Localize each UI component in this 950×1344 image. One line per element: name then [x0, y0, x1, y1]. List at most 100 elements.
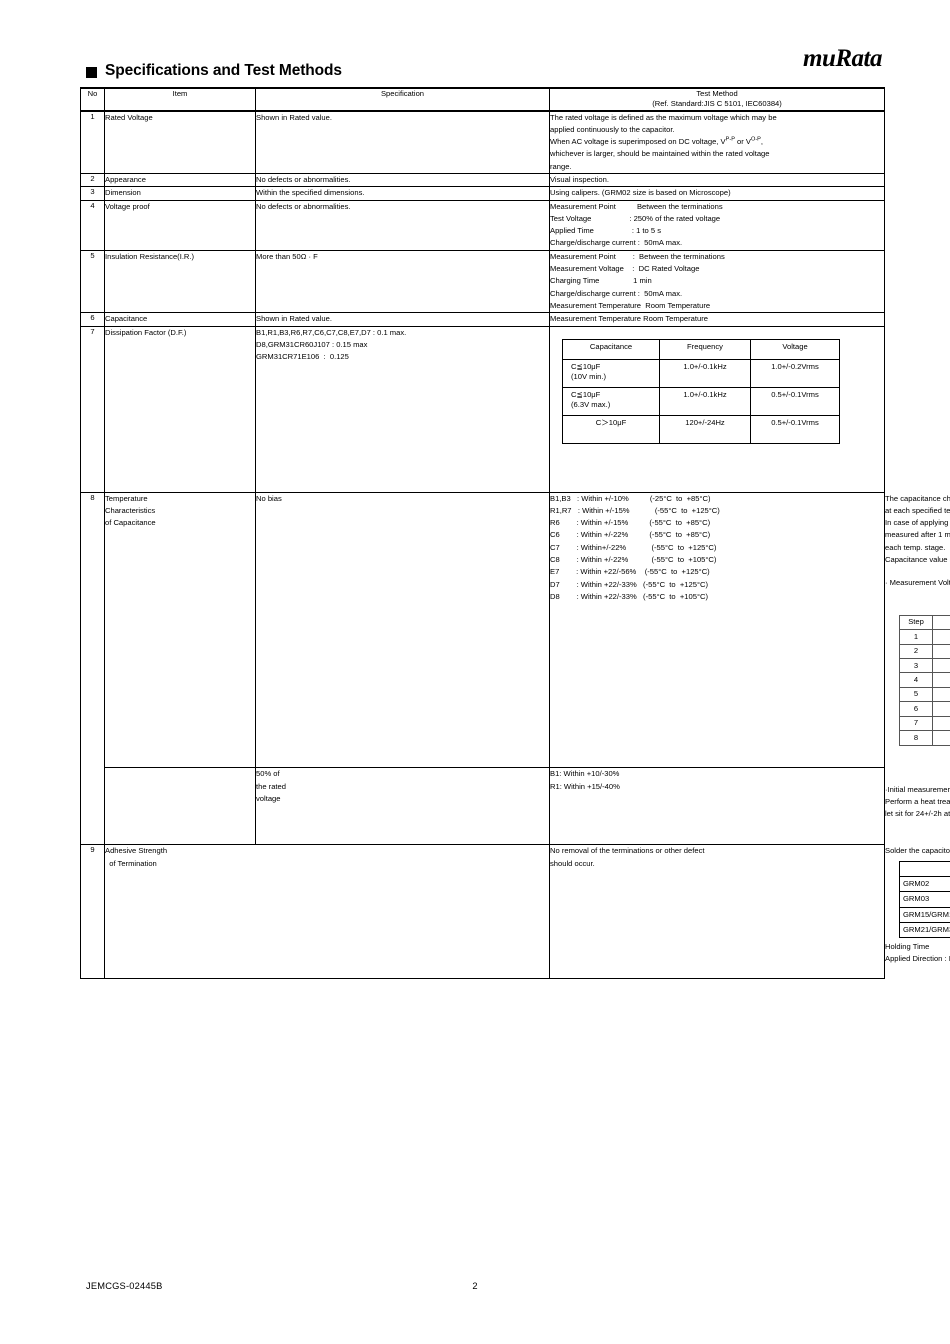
- row-no: 1: [80, 110, 105, 174]
- grm-type: GRM15/GRM18: [899, 906, 950, 923]
- step-temperature: Max.Operating Temp.+/-3: [932, 730, 950, 746]
- row-specification: No removal of the terminations or other …: [549, 844, 885, 979]
- spacer: [550, 603, 884, 627]
- grm-table-row: GRM03 2: [899, 891, 950, 908]
- spec-line: R6 : Within +/-15% (-55°C to +85°C): [550, 518, 711, 528]
- row-item: Appearance: [104, 172, 256, 188]
- row-no: 7: [80, 325, 105, 493]
- step-number: 2: [899, 643, 933, 659]
- row-item: Temperature Characteristics of Capacitan…: [104, 491, 256, 769]
- test-line: The rated voltage is defined as the maxi…: [550, 112, 777, 122]
- capacitance-table-row: C＞10μF 120+/-24Hz 0.5+/-0.1Vrms: [562, 414, 840, 444]
- item-line: Adhesive Strength: [105, 846, 168, 856]
- test-line: Charge/discharge current : 50mA max.: [550, 288, 683, 298]
- step-temperature: Max.Operating Temp. +/-3: [932, 672, 950, 688]
- row-test-method: Measurement Point : Between the terminat…: [549, 249, 885, 314]
- capacitance-conditions-table: Capacitance Frequency Voltage C≦10μF (10…: [562, 338, 840, 444]
- capacitance-table-row: C≦10μF (6.3V max.) 1.0+/-0.1kHz 0.5+/-0.…: [562, 386, 840, 416]
- grm-table-header-row: Type Applied Force(N): [899, 860, 950, 878]
- spacer: [550, 444, 884, 492]
- step-table-row: 4 Max.Operating Temp. +/-3: [899, 672, 950, 688]
- cap-cell-capacitance: C≦10μF (6.3V max.): [562, 386, 660, 416]
- test-line: whichever is larger, should be maintaine…: [550, 149, 770, 159]
- header-no: No: [80, 87, 105, 112]
- step-table-row: 5 Reference Temp. +/-2 50% of the rated …: [899, 686, 950, 703]
- spec-line: B1: Within +10/-30%: [550, 769, 620, 779]
- row-specification: B1,R1,B3,R6,R7,C6,C7,C8,E7,D7 : 0.1 max.…: [255, 325, 550, 493]
- applied-force-table: Type Applied Force(N) GRM02 1 GRM03 2: [899, 860, 950, 939]
- footer-page-number: 2: [472, 1281, 478, 1291]
- step-number: 6: [899, 701, 933, 717]
- header-test-method-line1: Test Method: [696, 89, 738, 98]
- step-temperature: Min.Operating Temp. +/-3: [932, 643, 950, 659]
- capacitance-table-row: C≦10μF (10V min.) 1.0+/-0.1kHz 1.0+/-0.2…: [562, 358, 840, 388]
- row-item: Adhesive Strength of Termination: [104, 844, 550, 979]
- row-specification: B1: Within +10/-30% R1: Within +15/-40%: [549, 767, 885, 846]
- spec-line: C7 : Within+/-22% (-55°C to +125°C): [550, 542, 717, 552]
- item-line: of Termination: [105, 858, 157, 868]
- bias-line: the rated: [256, 781, 286, 791]
- row-specification: Shown in Rated value.: [255, 312, 550, 327]
- step-header-step: Step: [899, 614, 933, 631]
- header-test-method-line2: (Ref. Standard:JIS C 5101, IEC60384): [652, 99, 782, 109]
- header-test-method: Test Method (Ref. Standard:JIS C 5101, I…: [549, 87, 885, 112]
- table-row: 7 Dissipation Factor (D.F.) B1,R1,B3,R6,…: [80, 325, 885, 493]
- spec-line: No removal of the terminations or other …: [550, 846, 705, 856]
- item-line: Characteristics: [105, 505, 156, 515]
- test-line: Applied Time : 1 to 5 s: [550, 226, 661, 236]
- grm-type: GRM02: [899, 875, 950, 893]
- page-title: Specifications and Test Methods: [86, 62, 342, 80]
- table-row: 50% of the rated voltage B1: Within +10/…: [81, 767, 885, 846]
- sup-pp: P-P: [725, 136, 735, 143]
- step-table-row: 6 Min.Operating Temp. +/-3: [899, 701, 950, 717]
- row-specification: No defects or abnormalities.: [255, 199, 550, 251]
- spec-line: B1,B3 : Within +/-10% (-25°C to +85°C): [550, 493, 711, 503]
- spec-line: R1,R7 : Within +/-15% (-55°C to +125°C): [550, 505, 720, 515]
- spec-line: C6 : Within +/-22% (-55°C to +85°C): [550, 530, 711, 540]
- test-line-tail: ,: [760, 137, 764, 147]
- row-specification: B1,B3 : Within +/-10% (-25°C to +85°C) R…: [549, 491, 885, 769]
- cap-cell-capacitance: C＞10μF: [562, 414, 660, 444]
- step-table-header-row: Step Temperature(°C) Applying Voltage(VD…: [899, 614, 950, 631]
- row-specification: Within the specified dimensions.: [255, 186, 550, 201]
- bullet-square-icon: [86, 66, 97, 78]
- item-line: Temperature: [105, 493, 148, 503]
- row-test-method: Visual inspection.: [549, 172, 885, 188]
- row-specification: More than 50Ω · F: [255, 249, 550, 314]
- row-no: 6: [80, 312, 105, 327]
- row-no: 8: [80, 491, 105, 846]
- table-row: 1 Rated Voltage Shown in Rated value. Th…: [80, 110, 885, 174]
- row-specification: Shown in Rated value.: [255, 110, 550, 174]
- test-line-mid: or V: [734, 137, 751, 147]
- step-table-row: 8 Max.Operating Temp.+/-3: [899, 730, 950, 746]
- bias-line: 50% of: [256, 769, 280, 779]
- capacitance-table-header-row: Capacitance Frequency Voltage: [562, 338, 840, 360]
- step-number: 5: [899, 686, 933, 703]
- row-item: Insulation Resistance(I.R.): [104, 249, 256, 314]
- test-line: Test Voltage : 250% of the rated voltage: [550, 213, 721, 223]
- cap-value-line1: C≦10μF: [571, 361, 601, 371]
- test-line: Measurement Temperature Room Temperature: [550, 300, 711, 310]
- header-item: Item: [104, 87, 256, 112]
- step-table-row: 3 Reference Temp. +/-2: [899, 657, 950, 674]
- bias-condition: 50% of the rated voltage: [255, 767, 550, 846]
- brand-name: muRata: [803, 45, 882, 72]
- test-line: Measurement Point Between the terminatio…: [550, 201, 723, 211]
- test-line-superscripted: When AC voltage is superimposed on DC vo…: [550, 136, 884, 148]
- row-item: Dimension: [104, 186, 256, 201]
- cap-cell-frequency: 120+/-24Hz: [659, 414, 751, 444]
- table-header-row: No Item Specification Test Method (Ref. …: [80, 87, 885, 112]
- row-item: Voltage proof: [104, 199, 256, 251]
- step-temperature: Reference Temp.+/-2: [932, 629, 950, 645]
- step-number: 7: [899, 715, 933, 732]
- spec-line: R1: Within +15/-40%: [550, 781, 620, 791]
- row-no: 9: [80, 844, 105, 979]
- item-line: of Capacitance: [105, 518, 156, 528]
- spec-line: GRM31CR71E106 : 0.125: [256, 352, 349, 362]
- row-item-continuation: [104, 767, 256, 846]
- test-line: Measurement Point : Between the terminat…: [550, 251, 725, 261]
- sup-op: O-P: [750, 136, 761, 143]
- cap-value-line2: (6.3V max.): [571, 399, 611, 409]
- step-header-temperature: Temperature(°C): [932, 614, 950, 631]
